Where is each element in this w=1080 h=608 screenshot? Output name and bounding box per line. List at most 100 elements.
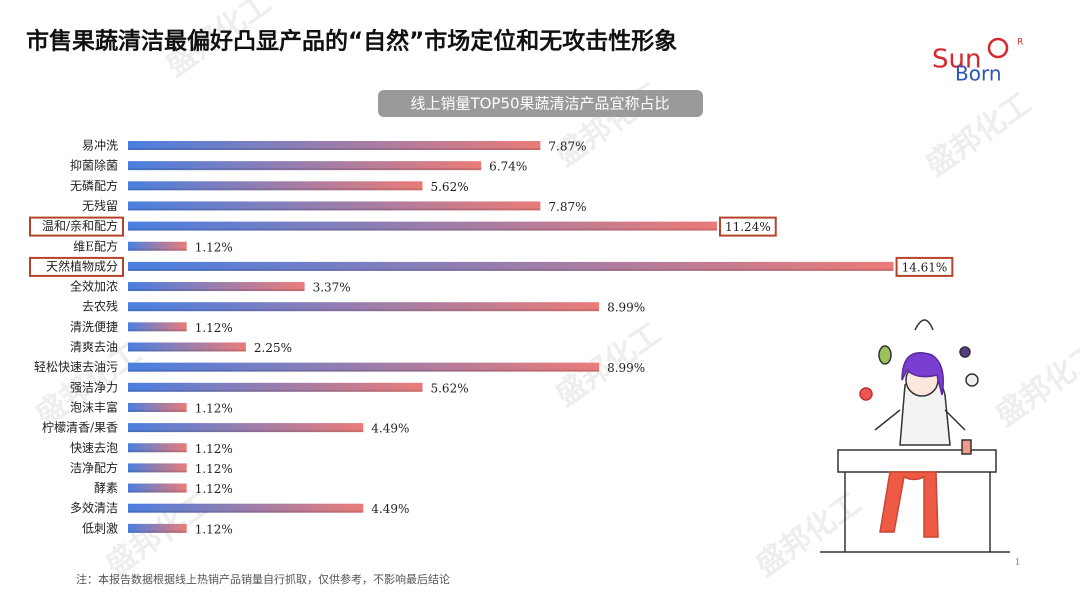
- bar: [128, 201, 541, 211]
- bar-shade: [128, 510, 364, 513]
- logo-mark: R: [1017, 38, 1023, 48]
- value-label: 5.62%: [430, 381, 468, 395]
- value-label: 1.12%: [195, 442, 233, 456]
- footnote: 注：本报告数据根据线上热销产品销量自行抓取，仅供参考，不影响最后结论: [76, 572, 450, 586]
- value-label: 1.12%: [195, 522, 233, 536]
- value-label: 4.49%: [371, 502, 409, 516]
- category-label: 泡沫丰富: [70, 399, 118, 414]
- bar-shade: [128, 289, 305, 292]
- bar: [128, 282, 305, 292]
- plot: 易冲洗 7.87% 抑菌除菌 6.74% 无磷配方 5.62% 无残留 7.87% 温和/亲和配…: [29, 138, 954, 536]
- category-label: 低刺激: [82, 521, 118, 535]
- bar: [128, 302, 600, 312]
- bar: [128, 141, 541, 150]
- value-label: 1.12%: [195, 482, 233, 496]
- watermark: 盛邦化工: [989, 336, 1080, 433]
- category-label: 清洗便捷: [70, 320, 118, 334]
- bar: [128, 342, 246, 352]
- category-label: 维E配方: [73, 238, 118, 253]
- value-label: 1.12%: [195, 401, 233, 415]
- bar-shade: [128, 450, 187, 453]
- logo: Sun Born R: [932, 38, 1023, 86]
- value-label: 1.12%: [195, 462, 233, 476]
- bar-shade: [128, 349, 246, 352]
- highlight-box: [29, 256, 124, 277]
- logo-sun: Sun: [932, 45, 981, 75]
- category-label: 洁净配方: [70, 460, 118, 475]
- bar: [128, 221, 717, 231]
- bar: [128, 362, 600, 372]
- bar-shade: [128, 430, 364, 433]
- bar-shade: [128, 530, 187, 533]
- value-label: 8.99%: [607, 301, 645, 315]
- watermark: 盛邦化工: [749, 486, 867, 583]
- chart-subtitle: 线上销量TOP50果蔬清洁产品宜称占比: [410, 95, 669, 113]
- bar: [128, 322, 187, 332]
- bar-shade: [128, 208, 541, 211]
- category-label: 多效清洁: [70, 500, 118, 515]
- category-label: 酵素: [94, 481, 118, 495]
- illustration: [820, 319, 1010, 553]
- value-label: 1.12%: [195, 321, 233, 335]
- value-label: 6.74%: [489, 160, 527, 174]
- category-label: 柠檬清香/果香: [42, 420, 118, 435]
- bar: [128, 181, 423, 191]
- bar-shade: [128, 248, 187, 251]
- category-label: 轻松快速去油污: [34, 360, 118, 374]
- watermark: 盛邦化工: [919, 86, 1037, 183]
- category-label: 无磷配方: [70, 178, 118, 193]
- slide-title: 市售果蔬清洁最偏好凸显产品的“自然”市场定位和无攻击性形象: [26, 28, 677, 55]
- bar-shade: [128, 389, 423, 392]
- bar-shade: [128, 168, 482, 171]
- category-label: 清爽去油: [70, 340, 118, 354]
- category-label: 快速去泡: [70, 441, 118, 455]
- bar: [128, 463, 187, 473]
- logo-born: Born: [955, 62, 1002, 86]
- bar: [128, 503, 364, 513]
- category-label: 强洁净力: [70, 380, 118, 394]
- bar: [128, 261, 894, 271]
- value-label: 11.24%: [725, 220, 771, 234]
- category-label: 易冲洗: [82, 138, 118, 153]
- bar: [128, 443, 187, 453]
- bar-shade: [128, 228, 717, 231]
- bar-shade: [128, 309, 600, 312]
- bar-shade: [128, 188, 423, 191]
- bar: [128, 161, 482, 171]
- value-label: 1.12%: [195, 240, 233, 254]
- bar-shade: [128, 329, 187, 332]
- value-label: 7.87%: [548, 140, 586, 154]
- page-number: 1: [1015, 558, 1020, 567]
- bar-shade: [128, 268, 894, 271]
- value-label: 14.61%: [902, 260, 948, 274]
- highlight-box: [29, 216, 124, 237]
- category-label: 去农残: [82, 300, 118, 314]
- category-label: 抑菌除菌: [70, 158, 118, 173]
- category-label: 温和/亲和配方: [42, 218, 118, 233]
- logo-icon: [987, 37, 1009, 59]
- value-label: 8.99%: [607, 361, 645, 375]
- bar-shade: [128, 409, 187, 412]
- bar: [128, 402, 187, 412]
- category-label: 全效加浓: [70, 279, 118, 294]
- value-label: 5.62%: [430, 180, 468, 194]
- bar: [128, 483, 187, 493]
- value-label: 2.25%: [254, 341, 292, 355]
- subtitle-badge: [378, 90, 703, 117]
- value-label: 4.49%: [371, 422, 409, 436]
- bar-shade: [128, 490, 187, 493]
- highlight-box: [718, 216, 777, 237]
- bar-shade: [128, 369, 600, 372]
- highlight-box: [895, 256, 954, 277]
- bar: [128, 241, 187, 251]
- bar: [128, 523, 187, 533]
- category-label: 无残留: [82, 199, 118, 213]
- category-label: 天然植物成分: [46, 258, 118, 273]
- value-label: 3.37%: [313, 281, 351, 295]
- value-label: 7.87%: [548, 200, 586, 214]
- bar: [128, 423, 364, 433]
- bar-shade: [128, 148, 541, 150]
- bar-shade: [128, 470, 187, 473]
